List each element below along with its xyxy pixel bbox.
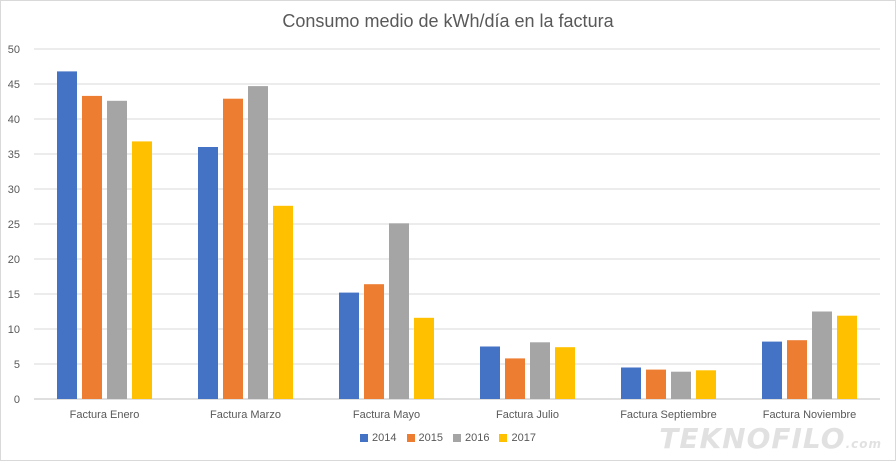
legend-swatch bbox=[499, 434, 508, 442]
y-tick-label: 10 bbox=[8, 324, 20, 336]
legend-swatch bbox=[360, 434, 369, 442]
y-tick-label: 50 bbox=[8, 44, 20, 56]
legend-swatch bbox=[453, 434, 461, 442]
bar-2017 bbox=[696, 370, 716, 399]
x-tick-label: Factura Marzo bbox=[210, 409, 281, 421]
y-tick-label: 25 bbox=[8, 219, 20, 231]
bar-2017 bbox=[837, 315, 857, 399]
x-tick-label: Factura Enero bbox=[70, 409, 140, 421]
y-tick-label: 5 bbox=[14, 359, 20, 371]
y-tick-label: 0 bbox=[14, 394, 20, 406]
bar-2014 bbox=[57, 71, 77, 400]
legend-label: 2014 bbox=[372, 432, 397, 444]
bar-2017 bbox=[132, 141, 152, 399]
legend-item: 2016 bbox=[453, 432, 489, 444]
bar-2014 bbox=[198, 147, 218, 399]
legend-label: 2016 bbox=[465, 432, 490, 444]
bar-2016 bbox=[107, 100, 127, 400]
y-tick-label: 45 bbox=[8, 79, 20, 91]
bar-2016 bbox=[248, 86, 268, 399]
bar-2015 bbox=[82, 95, 102, 400]
bar-2015 bbox=[787, 340, 807, 399]
bar-2015 bbox=[364, 284, 384, 399]
x-tick-label: Factura Noviembre bbox=[763, 409, 857, 421]
bar-2015 bbox=[505, 358, 525, 399]
legend-item: 2015 bbox=[406, 432, 443, 444]
watermark: TEKNOFILO.com bbox=[659, 422, 882, 455]
bar-2017 bbox=[273, 205, 293, 399]
bar-2014 bbox=[762, 341, 782, 399]
legend-swatch bbox=[406, 434, 415, 442]
y-tick-label: 35 bbox=[8, 149, 20, 161]
legend-label: 2017 bbox=[511, 432, 536, 444]
y-tick-label: 30 bbox=[8, 184, 20, 196]
bar-2014 bbox=[621, 367, 641, 399]
bar-2016 bbox=[812, 311, 832, 399]
bar-2015 bbox=[223, 98, 243, 399]
x-tick-label: Factura Septiembre bbox=[620, 409, 717, 421]
chart-title: Consumo medio de kWh/día en la factura bbox=[282, 11, 614, 31]
bar-2016 bbox=[671, 371, 691, 399]
legend-item: 2017 bbox=[499, 432, 536, 444]
x-tick-label: Factura Mayo bbox=[353, 409, 420, 421]
bar-2017 bbox=[555, 347, 575, 399]
bar-2015 bbox=[646, 369, 666, 399]
y-tick-label: 40 bbox=[8, 114, 20, 126]
legend-label: 2015 bbox=[418, 432, 443, 444]
bar-2014 bbox=[339, 292, 359, 399]
bar-2016 bbox=[389, 223, 409, 399]
x-tick-label: Factura Julio bbox=[496, 409, 559, 421]
y-tick-label: 20 bbox=[8, 254, 20, 266]
bar-2016 bbox=[530, 342, 550, 399]
bar-2014 bbox=[480, 346, 500, 399]
legend-item: 2014 bbox=[360, 432, 397, 444]
y-tick-label: 15 bbox=[8, 289, 20, 301]
bar-2017 bbox=[414, 317, 434, 399]
chart-legend: 2014 2015 2016 2017 bbox=[0, 432, 896, 444]
